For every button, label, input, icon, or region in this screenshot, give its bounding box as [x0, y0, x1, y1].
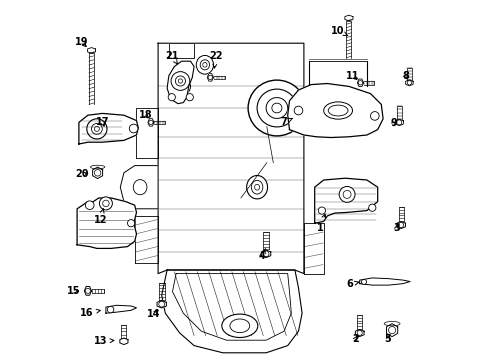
Polygon shape — [287, 84, 382, 138]
Text: 20: 20 — [76, 169, 89, 179]
Polygon shape — [79, 113, 138, 144]
Circle shape — [339, 186, 354, 202]
Ellipse shape — [246, 176, 267, 199]
Ellipse shape — [323, 102, 352, 119]
Circle shape — [85, 201, 94, 210]
Circle shape — [294, 106, 302, 115]
Text: 22: 22 — [208, 51, 222, 68]
Polygon shape — [147, 119, 154, 126]
Polygon shape — [92, 167, 102, 179]
Ellipse shape — [247, 80, 305, 136]
Text: 15: 15 — [67, 286, 80, 296]
Text: 9: 9 — [390, 118, 397, 128]
Text: 7: 7 — [280, 117, 292, 127]
Ellipse shape — [196, 55, 213, 74]
Polygon shape — [167, 61, 194, 104]
Text: 21: 21 — [164, 51, 178, 64]
Text: 16: 16 — [80, 308, 100, 318]
Polygon shape — [168, 43, 194, 58]
Text: 8: 8 — [401, 71, 408, 81]
Polygon shape — [314, 178, 377, 223]
Polygon shape — [261, 250, 270, 258]
Ellipse shape — [90, 165, 104, 169]
Polygon shape — [120, 338, 128, 345]
Polygon shape — [77, 198, 136, 248]
Polygon shape — [359, 278, 409, 285]
Circle shape — [129, 124, 138, 133]
Circle shape — [370, 112, 378, 120]
Polygon shape — [84, 287, 91, 295]
Ellipse shape — [222, 314, 257, 338]
Text: 17: 17 — [95, 117, 109, 127]
Ellipse shape — [176, 78, 190, 94]
Text: 6: 6 — [346, 279, 358, 289]
Ellipse shape — [384, 321, 399, 326]
Circle shape — [107, 306, 114, 313]
Circle shape — [171, 72, 189, 90]
Text: 13: 13 — [94, 336, 114, 346]
Circle shape — [87, 119, 107, 139]
Polygon shape — [162, 270, 302, 353]
Circle shape — [318, 207, 325, 214]
Polygon shape — [386, 324, 397, 337]
Circle shape — [186, 94, 193, 101]
Circle shape — [361, 279, 366, 284]
Text: 10: 10 — [331, 26, 347, 36]
Circle shape — [168, 94, 175, 101]
Polygon shape — [357, 79, 363, 86]
Circle shape — [99, 197, 112, 210]
Polygon shape — [355, 329, 364, 337]
Text: 19: 19 — [75, 37, 88, 47]
Polygon shape — [344, 15, 352, 21]
Polygon shape — [136, 108, 158, 158]
Text: 11: 11 — [345, 71, 359, 81]
Polygon shape — [396, 221, 405, 229]
Polygon shape — [87, 48, 95, 53]
Text: 2: 2 — [351, 334, 358, 344]
Polygon shape — [207, 74, 213, 81]
Text: 4: 4 — [258, 248, 265, 261]
Text: 12: 12 — [94, 209, 107, 225]
Polygon shape — [172, 274, 291, 340]
Text: 14: 14 — [147, 309, 160, 319]
Text: 5: 5 — [384, 334, 390, 344]
Polygon shape — [134, 216, 158, 263]
Polygon shape — [158, 43, 303, 274]
Polygon shape — [303, 223, 323, 274]
Text: 3: 3 — [393, 222, 399, 233]
Polygon shape — [394, 119, 403, 126]
Polygon shape — [120, 166, 158, 209]
Circle shape — [368, 204, 375, 211]
Text: 18: 18 — [139, 110, 152, 120]
Text: 1: 1 — [316, 214, 325, 233]
Circle shape — [127, 220, 134, 227]
Polygon shape — [157, 300, 166, 308]
Polygon shape — [106, 305, 136, 313]
Polygon shape — [405, 80, 412, 86]
